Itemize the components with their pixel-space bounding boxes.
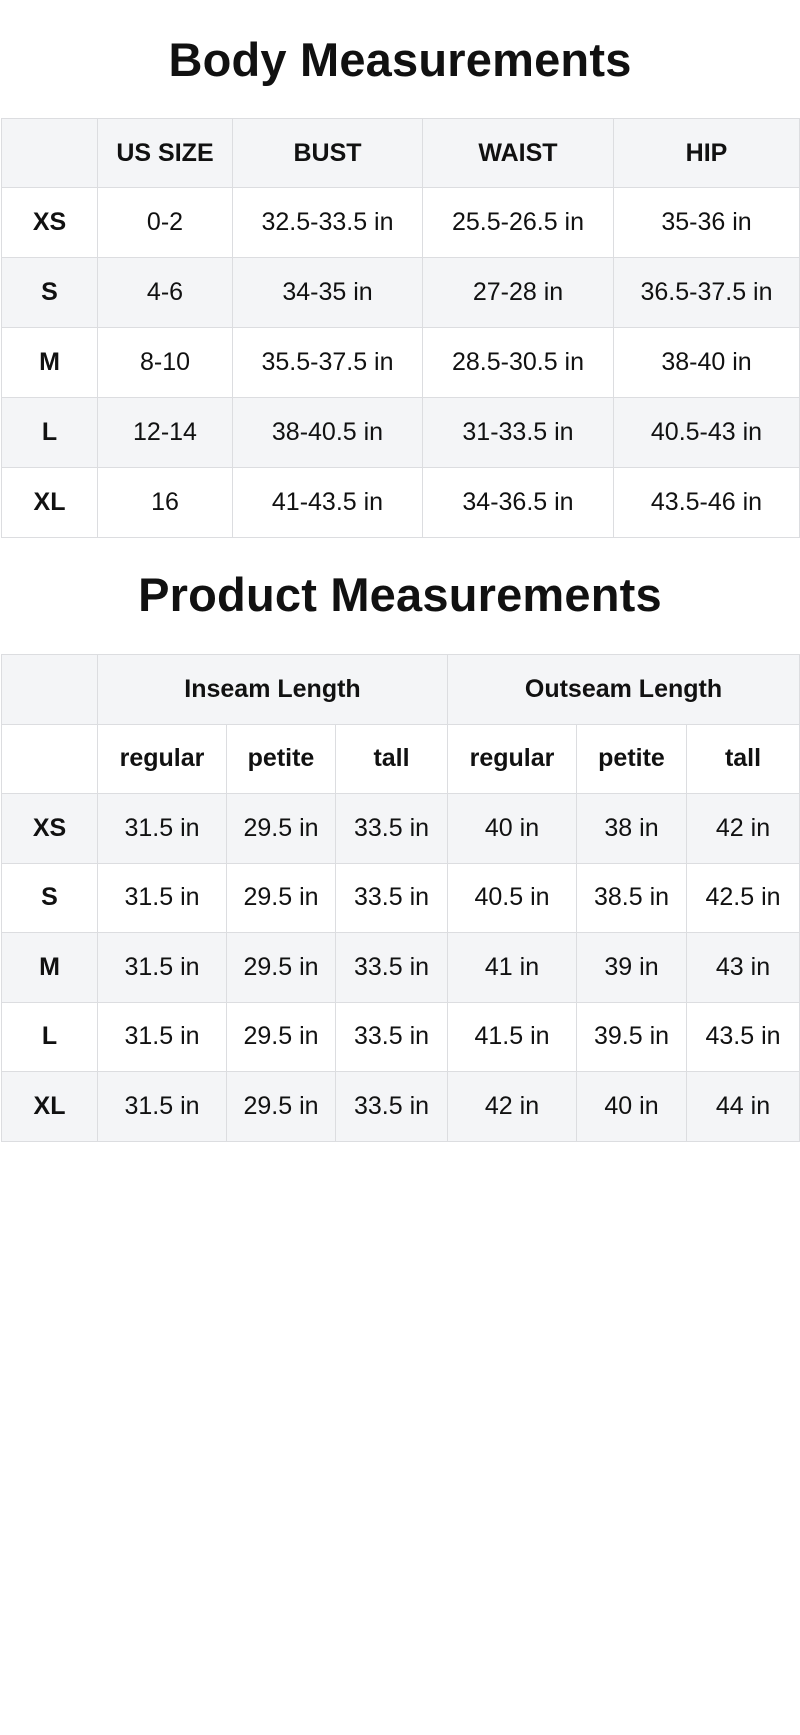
table-cell: 31.5 in	[97, 862, 227, 933]
table-cell: 31.5 in	[97, 793, 227, 864]
table-row: L 31.5 in 29.5 in 33.5 in 41.5 in 39.5 in 43.5…	[1, 1001, 800, 1072]
table-cell: 40.5-43 in	[613, 397, 800, 468]
table-cell: 4-6	[97, 257, 233, 328]
size-label: L	[1, 397, 98, 468]
table-cell: 40 in	[576, 1071, 687, 1142]
table-row: L 12-14 38-40.5 in 31-33.5 in 40.5-43 in	[1, 397, 800, 468]
table-cell: 40.5 in	[447, 862, 577, 933]
table-cell: 31.5 in	[97, 932, 227, 1003]
table-cell: 33.5 in	[335, 793, 448, 864]
column-header: tall	[685, 723, 800, 794]
table-row: XL 31.5 in 29.5 in 33.5 in 42 in 40 in 44 in	[1, 1071, 800, 1142]
table-cell: 40 in	[447, 793, 577, 864]
table-cell: 29.5 in	[226, 1071, 336, 1142]
size-label: XL	[1, 1071, 98, 1142]
body-measurements-title: Body Measurements	[168, 33, 632, 86]
subheader-row: regular petite tall regular petite tall	[1, 723, 800, 794]
size-label: S	[1, 862, 98, 933]
table-cell: 39 in	[576, 932, 687, 1003]
product-measurements-title: Product Measurements	[138, 568, 662, 621]
header-row: US SIZE BUST WAIST HIP	[1, 118, 800, 188]
table-cell: 35.5-37.5 in	[232, 327, 423, 398]
table-cell: 38-40 in	[613, 327, 800, 398]
size-label: M	[1, 932, 98, 1003]
product-measurements-table: Inseam Length Outseam Length regular petite…	[1, 654, 800, 1142]
table-cell: 28.5-30.5 in	[422, 327, 614, 398]
table-cell: 16	[97, 467, 233, 538]
table-cell: 39.5 in	[576, 1001, 687, 1072]
table-cell: 25.5-26.5 in	[422, 187, 614, 258]
size-label: S	[1, 257, 98, 328]
table-cell: 29.5 in	[226, 1001, 336, 1072]
column-header: regular	[97, 723, 227, 794]
group-header-row: Inseam Length Outseam Length	[1, 654, 800, 725]
column-header: US SIZE	[97, 118, 233, 188]
table-cell: 43 in	[685, 932, 800, 1003]
table-row: XS 0-2 32.5-33.5 in 25.5-26.5 in 35-36 in	[1, 187, 800, 258]
table-cell: 43.5 in	[685, 1001, 800, 1072]
group-header: Inseam Length	[97, 654, 448, 725]
size-label: XS	[1, 187, 98, 258]
table-cell: 34-35 in	[232, 257, 423, 328]
size-label: M	[1, 327, 98, 398]
table-cell: 35-36 in	[613, 187, 800, 258]
table-row: S 31.5 in 29.5 in 33.5 in 40.5 in 38.5 in 42.5…	[1, 862, 800, 933]
table-cell: 29.5 in	[226, 862, 336, 933]
table-cell: 33.5 in	[335, 932, 448, 1003]
column-header: HIP	[613, 118, 800, 188]
table-cell: 36.5-37.5 in	[613, 257, 800, 328]
table-cell: 31.5 in	[97, 1071, 227, 1142]
table-cell: 43.5-46 in	[613, 467, 800, 538]
empty-header	[1, 654, 98, 725]
empty-header	[1, 723, 98, 794]
table-cell: 31.5 in	[97, 1001, 227, 1072]
table-cell: 31-33.5 in	[422, 397, 614, 468]
size-label: L	[1, 1001, 98, 1072]
table-cell: 29.5 in	[226, 932, 336, 1003]
table-cell: 12-14	[97, 397, 233, 468]
column-header: regular	[447, 723, 577, 794]
table-cell: 41 in	[447, 932, 577, 1003]
table-cell: 8-10	[97, 327, 233, 398]
table-cell: 38-40.5 in	[232, 397, 423, 468]
table-cell: 0-2	[97, 187, 233, 258]
size-label: XS	[1, 793, 98, 864]
table-cell: 29.5 in	[226, 793, 336, 864]
table-cell: 33.5 in	[335, 1071, 448, 1142]
table-cell: 41.5 in	[447, 1001, 577, 1072]
size-label: XL	[1, 467, 98, 538]
table-cell: 42 in	[685, 793, 800, 864]
table-row: M 31.5 in 29.5 in 33.5 in 41 in 39 in 43 in	[1, 932, 800, 1003]
table-cell: 38.5 in	[576, 862, 687, 933]
column-header: WAIST	[422, 118, 614, 188]
column-header	[1, 118, 98, 188]
column-header: tall	[335, 723, 448, 794]
table-row: S 4-6 34-35 in 27-28 in 36.5-37.5 in	[1, 257, 800, 328]
table-cell: 44 in	[685, 1071, 800, 1142]
table-row: M 8-10 35.5-37.5 in 28.5-30.5 in 38-40 in	[1, 327, 800, 398]
table-cell: 42 in	[447, 1071, 577, 1142]
column-header: BUST	[232, 118, 423, 188]
table-cell: 42.5 in	[685, 862, 800, 933]
table-row: XS 31.5 in 29.5 in 33.5 in 40 in 38 in 42 in	[1, 793, 800, 864]
table-cell: 33.5 in	[335, 1001, 448, 1072]
table-cell: 32.5-33.5 in	[232, 187, 423, 258]
table-cell: 34-36.5 in	[422, 467, 614, 538]
table-cell: 41-43.5 in	[232, 467, 423, 538]
table-cell: 33.5 in	[335, 862, 448, 933]
table-row: XL 16 41-43.5 in 34-36.5 in 43.5-46 in	[1, 467, 800, 538]
table-cell: 38 in	[576, 793, 687, 864]
column-header: petite	[576, 723, 687, 794]
body-measurements-table: US SIZE BUST WAIST HIP XS 0-2 32.5-33.5 in 25.5…	[1, 118, 800, 538]
column-header: petite	[226, 723, 336, 794]
table-cell: 27-28 in	[422, 257, 614, 328]
group-header: Outseam Length	[446, 654, 800, 725]
